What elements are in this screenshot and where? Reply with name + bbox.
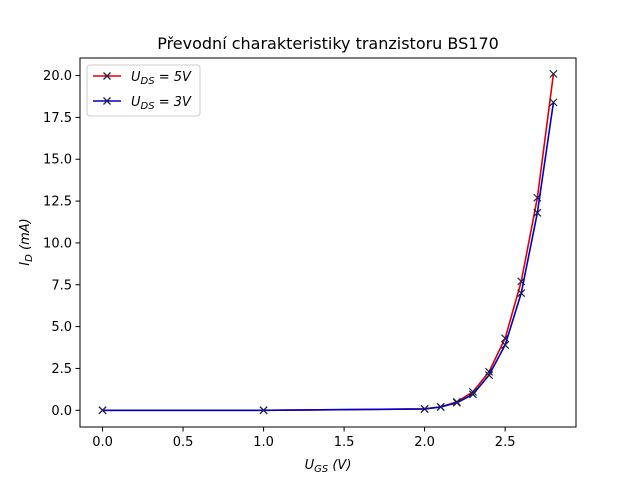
- y-tick-label: 15.0: [43, 153, 72, 168]
- series-layer: [98, 69, 558, 415]
- legend-entry-udc-5v: UDS = 5V: [93, 70, 192, 87]
- legend-label: UDS = 3V: [131, 95, 192, 112]
- y-tick-label: 20.0: [43, 69, 72, 84]
- x-tick-label: 0.5: [173, 435, 194, 450]
- y-tick-label: 5.0: [51, 320, 72, 335]
- data-point-marker: [259, 406, 268, 415]
- data-point-marker: [485, 371, 494, 380]
- x-axis: 0.0 0.5 1.0 1.5 2.0 2.5: [92, 427, 515, 450]
- x-tick-label: 0.0: [92, 435, 113, 450]
- legend-marker-x: [103, 72, 111, 80]
- data-point-marker: [517, 289, 526, 298]
- chart-title: Převodní charakteristiky tranzistoru BS1…: [157, 34, 499, 53]
- legend: UDS = 5V UDS = 3V: [86, 64, 201, 117]
- data-point-marker: [436, 402, 445, 411]
- data-point-marker: [420, 404, 429, 413]
- x-tick-label: 2.5: [495, 435, 516, 450]
- data-point-marker: [533, 208, 542, 217]
- y-tick-label: 7.5: [51, 278, 72, 293]
- y-tick-label: 17.5: [43, 111, 72, 126]
- x-tick-label: 1.0: [253, 435, 274, 450]
- data-point-marker: [452, 398, 461, 407]
- x-tick-label: 2.0: [414, 435, 435, 450]
- data-point-marker: [468, 390, 477, 399]
- x-axis-label: UGS (V): [305, 458, 352, 475]
- legend-marker-x: [103, 97, 111, 105]
- data-point-marker: [501, 340, 510, 350]
- y-tick-label: 0.0: [51, 404, 72, 419]
- y-tick-label: 12.5: [43, 195, 72, 210]
- y-axis: 0.0 2.5 5.0 7.5 10.0 12.5 15.0 17.5 20.0: [43, 69, 80, 419]
- legend-label: UDS = 5V: [131, 70, 192, 87]
- data-point-marker: [549, 69, 558, 78]
- legend-box: [86, 64, 201, 117]
- y-axis-label: ID (mA): [18, 218, 35, 265]
- x-tick-label: 1.5: [334, 435, 355, 450]
- y-tick-label: 2.5: [51, 362, 72, 377]
- data-point-marker: [549, 98, 558, 107]
- data-point-marker: [98, 406, 107, 415]
- plot-area: 0.0 0.5 1.0 1.5 2.0 2.5 0.0 2.5 5.0 7.5 10.0 12.5 1…: [43, 57, 577, 450]
- data-point-marker: [468, 387, 477, 396]
- y-tick-label: 10.0: [43, 236, 72, 251]
- legend-entry-udc-3v: UDS = 3V: [93, 95, 192, 112]
